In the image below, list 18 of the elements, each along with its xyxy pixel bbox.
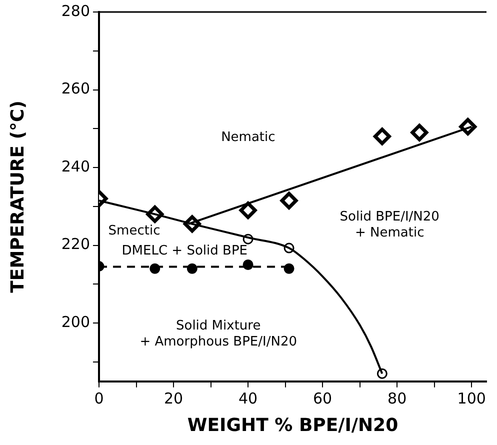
annotation: Solid Mixture + Amorphous BPE/I/N20 [140, 318, 298, 350]
x-tick-label: 60 [313, 389, 332, 408]
x-tick-label: 40 [238, 389, 258, 408]
y-tick-label: 240 [61, 157, 90, 176]
y-tick-label: 280 [61, 2, 90, 20]
x-tick-label: 80 [388, 389, 407, 408]
x-tick-label: 0 [94, 389, 104, 408]
annotation: Smectic [108, 223, 160, 238]
y-tick-label: 260 [61, 80, 90, 98]
annotation: DMELC + Solid BPE [122, 243, 248, 258]
y-axis-title: TEMPERATURE (°C) [7, 100, 28, 293]
annotation: Solid BPE/I/N20 + Nematic [340, 209, 440, 240]
y-tick-label: 220 [61, 235, 90, 254]
x-tick-label: 100 [457, 389, 486, 408]
x-axis-title: WEIGHT % BPE/I/N20 [187, 414, 398, 436]
y-tick-label: 200 [61, 312, 90, 331]
annotation: Nematic [221, 130, 276, 145]
x-tick-label: 20 [164, 389, 184, 408]
